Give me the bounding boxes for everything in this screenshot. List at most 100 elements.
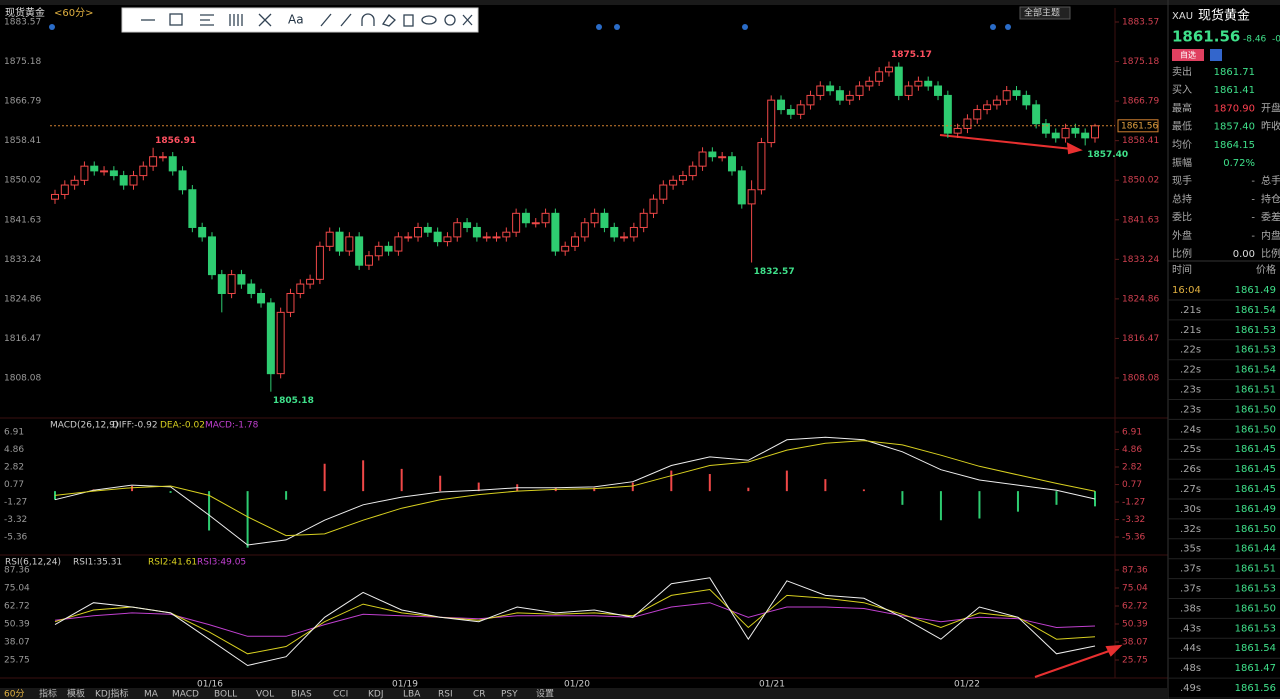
- candle-body: [1012, 90, 1021, 96]
- y-tick-label: 50.39: [4, 620, 30, 630]
- y-tick-label: -3.32: [4, 515, 27, 525]
- tick-price: 1861.51: [1235, 564, 1276, 575]
- indicator-header: DIFF:-0.92: [112, 421, 158, 431]
- tool-brush[interactable]: [340, 13, 352, 27]
- candle-body: [443, 236, 452, 243]
- tab[interactable]: CR: [473, 690, 486, 699]
- candle-body: [678, 175, 687, 181]
- y-tick-label: 4.86: [1122, 445, 1142, 455]
- tab[interactable]: VOL: [256, 690, 274, 699]
- period: <60分>: [54, 7, 93, 19]
- tool-rect[interactable]: [169, 13, 183, 26]
- candle-body: [610, 226, 619, 238]
- tool-gann[interactable]: [229, 14, 243, 26]
- tab[interactable]: 设置: [536, 689, 554, 699]
- tab[interactable]: BOLL: [214, 690, 237, 699]
- tab[interactable]: KDJ: [368, 690, 384, 699]
- event-dot[interactable]: [742, 24, 748, 30]
- tick-time: .24s: [1180, 424, 1201, 435]
- quote-value: 1864.15: [1214, 140, 1255, 151]
- tick-price: 1861.56: [1235, 683, 1276, 694]
- y-tick-label: 1866.79: [4, 97, 41, 107]
- y-tick-label: -1.27: [1122, 498, 1145, 508]
- quote-label: 最高: [1172, 101, 1192, 114]
- candle-body: [482, 236, 491, 239]
- quote-label: 卖出: [1172, 65, 1192, 78]
- tab[interactable]: CCI: [333, 690, 348, 699]
- tab[interactable]: 模板: [67, 688, 85, 699]
- tick-price: 1861.53: [1235, 325, 1276, 336]
- tab[interactable]: MA: [144, 690, 159, 699]
- tick-price: 1861.50: [1235, 424, 1276, 435]
- candle-body: [845, 94, 854, 101]
- badge[interactable]: 自选: [1180, 50, 1196, 60]
- candle-body: [1022, 94, 1031, 106]
- event-dot[interactable]: [49, 24, 55, 30]
- tick-time: .21s: [1180, 305, 1201, 316]
- quote-value: 1861.41: [1214, 85, 1255, 96]
- last-price-box: [1117, 119, 1159, 133]
- tick-time: .22s: [1180, 345, 1201, 356]
- tab[interactable]: 60分: [4, 689, 24, 699]
- tool-font[interactable]: Aa: [288, 13, 304, 27]
- theme-label[interactable]: 全部主题: [1024, 7, 1060, 19]
- candle-body: [80, 165, 89, 181]
- candle-body: [423, 226, 432, 233]
- tool-eye[interactable]: [421, 15, 437, 25]
- indicator-line: [54, 436, 1096, 546]
- candle-body: [207, 236, 216, 276]
- symbol-name: 现货黄金: [1198, 8, 1250, 24]
- tool-delete[interactable]: [403, 14, 414, 27]
- tool-close[interactable]: [462, 14, 473, 26]
- tool-settings[interactable]: [444, 14, 456, 26]
- candle-body: [669, 179, 678, 186]
- y-tick-label: 1824.86: [4, 294, 41, 304]
- theme-select[interactable]: [1019, 6, 1071, 20]
- tab[interactable]: KDJ指标: [95, 688, 129, 699]
- candle-body: [384, 245, 393, 252]
- tick-price: 1861.54: [1235, 305, 1276, 316]
- tool-pattern[interactable]: [258, 13, 272, 27]
- badge-box[interactable]: [1172, 49, 1204, 61]
- tool-magnet[interactable]: [361, 13, 375, 26]
- candle-body: [364, 255, 373, 266]
- tick-price: 1861.49: [1235, 504, 1276, 515]
- y-tick-label: 87.36: [4, 566, 30, 576]
- candle-body: [227, 274, 236, 294]
- tab[interactable]: RSI: [438, 690, 453, 699]
- candle-body: [698, 151, 707, 167]
- tab[interactable]: BIAS: [291, 690, 312, 699]
- quote-label: 委差: [1261, 211, 1280, 224]
- candle-body: [119, 175, 128, 186]
- tab[interactable]: MACD: [172, 690, 199, 699]
- candle-body: [590, 212, 599, 224]
- y-tick-label: 87.36: [1122, 566, 1148, 576]
- tab[interactable]: LBA: [403, 690, 421, 699]
- arrow-head: [1066, 142, 1083, 155]
- event-dot[interactable]: [1005, 24, 1011, 30]
- y-tick-label: 1833.24: [4, 255, 41, 265]
- tool-fib[interactable]: [200, 14, 214, 26]
- event-dot[interactable]: [614, 24, 620, 30]
- tab[interactable]: PSY: [501, 690, 518, 699]
- quote-value: -: [1251, 231, 1255, 242]
- tick-time: .43s: [1180, 623, 1201, 634]
- tick-time: .26s: [1180, 464, 1201, 475]
- event-dot[interactable]: [990, 24, 996, 30]
- event-dot[interactable]: [596, 24, 602, 30]
- y-tick-label: 4.86: [4, 445, 24, 455]
- quote-value: 1861.71: [1214, 67, 1255, 78]
- price-annotation: 1832.57: [754, 267, 795, 277]
- candle-body: [983, 104, 992, 111]
- candle-body: [600, 212, 609, 228]
- tool-pen[interactable]: [320, 13, 332, 27]
- x-tick-label: 01/16: [197, 680, 223, 690]
- candle-body: [296, 283, 305, 294]
- tick-price: 1861.53: [1235, 345, 1276, 356]
- alert-icon[interactable]: [1210, 49, 1222, 61]
- candle-body: [580, 222, 589, 238]
- tool-eraser[interactable]: [381, 14, 396, 27]
- candle-body: [865, 80, 874, 87]
- candle-body: [767, 99, 776, 144]
- tab[interactable]: 指标: [39, 688, 57, 699]
